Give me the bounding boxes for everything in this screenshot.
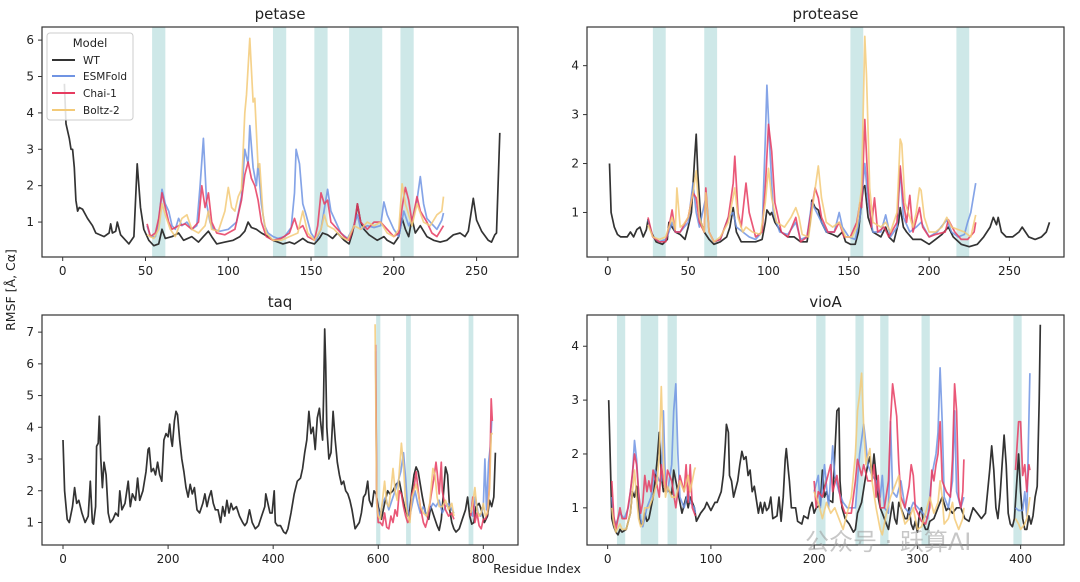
- series-line-wt: [62, 328, 497, 535]
- series-line-chai-1: [610, 383, 1031, 531]
- y-tick-label: 3: [571, 108, 579, 122]
- y-tick-label: 5: [26, 389, 34, 403]
- legend: Model WT ESMFold Chai-1 Boltz-2: [46, 32, 134, 121]
- x-tick-label: 150: [300, 264, 323, 278]
- legend-entry-chai: Chai-1: [83, 88, 117, 100]
- series-line-boltz-2: [146, 37, 445, 242]
- shaded-region: [921, 315, 930, 545]
- y-tick-label: 4: [571, 59, 579, 73]
- shaded-region: [704, 27, 718, 257]
- x-tick-label: 250: [465, 264, 488, 278]
- shaded-region: [616, 315, 626, 545]
- y-tick-label: 5: [26, 69, 34, 83]
- y-tick-label: 1: [571, 205, 579, 219]
- x-tick-label: 200: [382, 264, 405, 278]
- x-tick-label: 300: [906, 552, 929, 566]
- y-tick-label: 2: [571, 447, 579, 461]
- legend-entry-boltz: Boltz-2: [83, 105, 120, 117]
- y-tick-label: 3: [26, 142, 34, 156]
- x-tick-label: 0: [604, 552, 612, 566]
- y-tick-label: 2: [26, 179, 34, 193]
- x-tick-label: 400: [262, 552, 285, 566]
- y-tick-label: 6: [26, 33, 34, 47]
- shaded-region: [880, 315, 889, 545]
- x-tick-label: 200: [918, 264, 941, 278]
- y-tick-label: 1: [26, 515, 34, 529]
- x-tick-label: 0: [59, 552, 67, 566]
- x-tick-label: 800: [472, 552, 495, 566]
- x-tick-label: 200: [803, 552, 826, 566]
- y-tick-label: 1: [571, 501, 579, 515]
- plot-frame: [41, 26, 519, 258]
- shaded-region: [272, 27, 287, 257]
- y-tick-label: 6: [26, 357, 34, 371]
- shaded-region: [376, 315, 381, 545]
- series-line-boltz-2: [610, 372, 1031, 536]
- y-tick-label: 3: [571, 393, 579, 407]
- x-tick-label: 100: [757, 264, 780, 278]
- x-tick-label: 200: [157, 552, 180, 566]
- y-tick-label: 3: [26, 452, 34, 466]
- shaded-region: [855, 315, 864, 545]
- x-tick-label: 600: [367, 552, 390, 566]
- x-tick-label: 50: [681, 264, 696, 278]
- shaded-region: [314, 27, 328, 257]
- y-tick-label: 2: [26, 484, 34, 498]
- legend-entry-esmfold: ESMFold: [83, 71, 127, 83]
- shaded-region: [640, 315, 659, 545]
- plot-frame: [586, 26, 1065, 258]
- x-tick-label: 150: [837, 264, 860, 278]
- y-tick-label: 4: [571, 339, 579, 353]
- x-tick-label: 0: [604, 264, 612, 278]
- legend-entry-wt: WT: [83, 55, 100, 67]
- series-line-boltz-2: [647, 35, 977, 243]
- y-tick-label: 1: [26, 215, 34, 229]
- shaded-region: [468, 315, 474, 545]
- plot-frame: [586, 314, 1065, 546]
- shaded-region: [152, 27, 166, 257]
- y-tick-label: 4: [26, 106, 34, 120]
- x-tick-label: 50: [138, 264, 153, 278]
- panel-vioa: 0 100 200 300 400 1 2 3 4 vioA: [571, 293, 1065, 566]
- panel-taq: 0 200 400 600 800 1 2 3 4 5 6 7 taq: [26, 293, 519, 566]
- shaded-region: [406, 315, 411, 545]
- y-tick-label: 7: [26, 325, 34, 339]
- plot-frame: [41, 314, 519, 546]
- x-tick-label: 400: [1009, 552, 1032, 566]
- shaded-region: [816, 315, 826, 545]
- y-tick-label: 4: [26, 420, 34, 434]
- watermark: 公众号 · 跃算AI: [805, 528, 971, 556]
- panel-protease: 0 50 100 150 200 250 1 2 3 4 protease: [571, 5, 1065, 278]
- shaded-region: [652, 27, 666, 257]
- y-axis-label: RMSF [Å, Cα]: [3, 249, 18, 331]
- panel-title: petase: [255, 5, 306, 23]
- panel-title: vioA: [809, 293, 842, 311]
- x-axis-label: Residue Index: [493, 561, 581, 576]
- y-tick-label: 2: [571, 157, 579, 171]
- panel-title: protease: [793, 5, 859, 23]
- x-tick-label: 250: [998, 264, 1021, 278]
- x-tick-label: 100: [217, 264, 240, 278]
- x-tick-label: 0: [59, 264, 67, 278]
- panel-title: taq: [268, 293, 293, 311]
- x-tick-label: 100: [699, 552, 722, 566]
- series-line-chai-1: [146, 161, 445, 242]
- legend-title: Model: [73, 36, 108, 50]
- panel-petase: 0 50 100 150 200 250 1 2 3 4 5 6 petase: [26, 5, 519, 278]
- shaded-region: [956, 27, 970, 257]
- series-line-boltz-2: [374, 324, 493, 524]
